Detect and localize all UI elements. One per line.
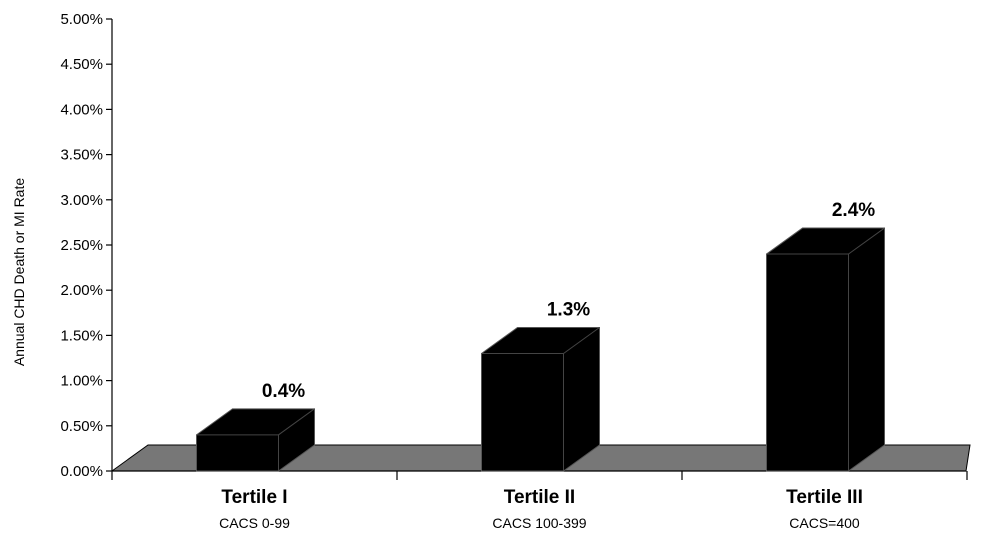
data-label: 0.4% bbox=[262, 381, 305, 402]
y-tick-label: 3.50% bbox=[60, 147, 103, 164]
bar bbox=[481, 326, 600, 472]
bars bbox=[196, 227, 885, 472]
x-category-label: Tertile II bbox=[504, 487, 575, 508]
y-tick-label: 2.00% bbox=[60, 282, 103, 299]
x-category-sublabel: CACS=400 bbox=[789, 515, 860, 531]
y-tick-label: 1.50% bbox=[60, 327, 103, 344]
data-label: 1.3% bbox=[547, 299, 590, 320]
chart-labels: 0.4% Tertile I CACS 0-99 1.3% Tertile II CACS… bbox=[219, 200, 875, 531]
bar-3d-body bbox=[766, 227, 885, 472]
x-category-label: Tertile III bbox=[786, 487, 863, 508]
y-tick-label: 4.50% bbox=[60, 56, 103, 73]
x-category-sublabel: CACS 0-99 bbox=[219, 515, 290, 531]
bar bbox=[766, 227, 885, 472]
y-tick-label: 4.00% bbox=[60, 101, 103, 118]
bar-3d-body bbox=[481, 326, 600, 472]
y-tick-label: 0.50% bbox=[60, 418, 103, 435]
x-category-label: Tertile I bbox=[221, 487, 287, 508]
y-tick-label: 0.00% bbox=[60, 463, 103, 480]
y-tick-label: 5.00% bbox=[60, 11, 103, 28]
y-axis-label: Annual CHD Death or MI Rate bbox=[11, 178, 27, 367]
data-label: 2.4% bbox=[832, 200, 875, 221]
y-tick-label: 2.50% bbox=[60, 237, 103, 254]
y-tick-label: 1.00% bbox=[60, 373, 103, 390]
x-category-sublabel: CACS 100-399 bbox=[492, 515, 586, 531]
bar bbox=[196, 408, 315, 472]
y-tick-label: 3.00% bbox=[60, 192, 103, 209]
